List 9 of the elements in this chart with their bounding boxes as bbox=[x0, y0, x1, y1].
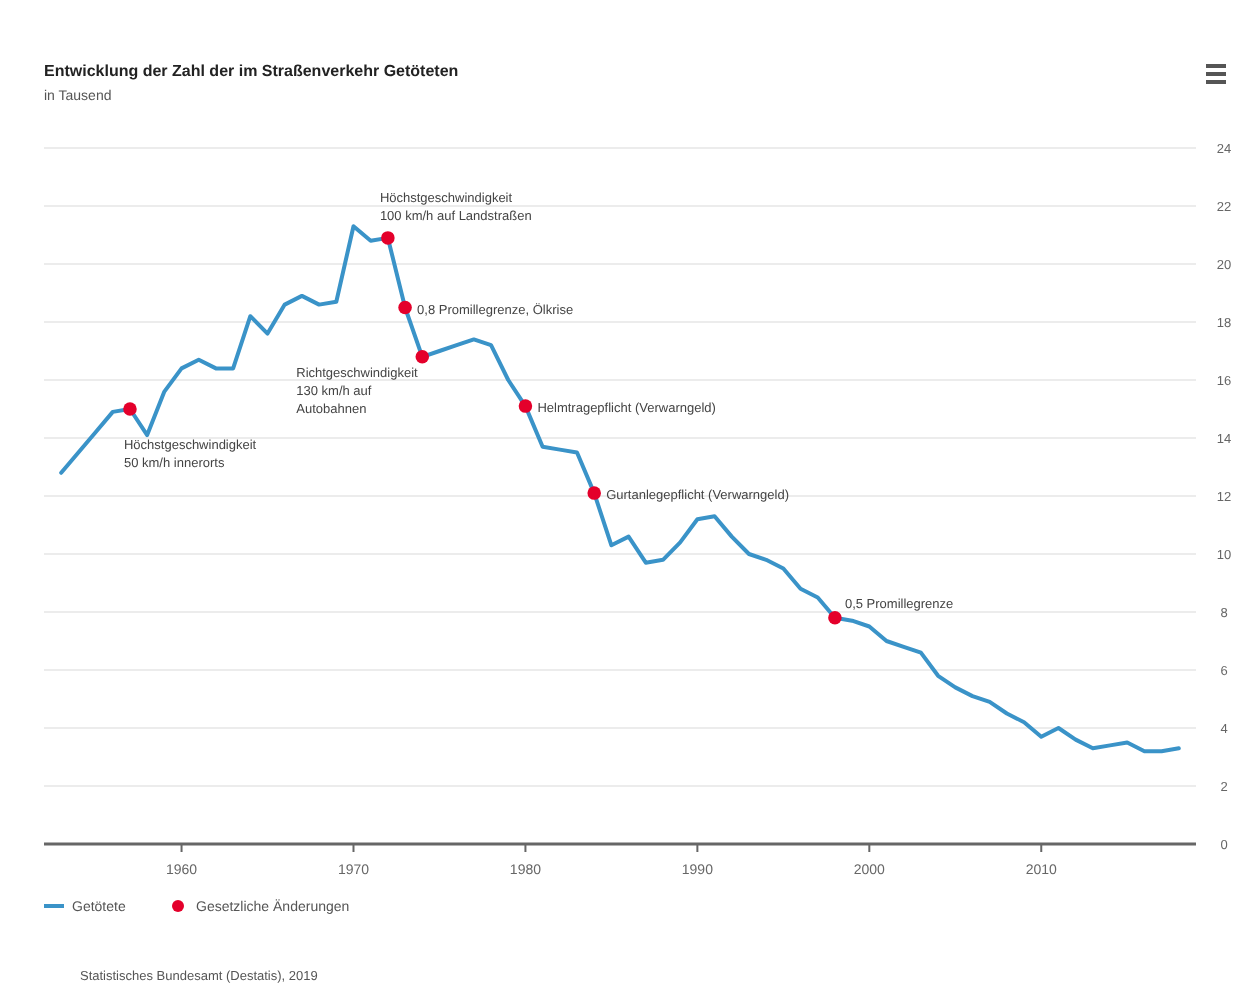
point bbox=[415, 350, 430, 364]
point bbox=[398, 300, 412, 315]
point bbox=[518, 399, 533, 413]
point bbox=[381, 231, 395, 245]
point bbox=[828, 611, 842, 625]
line-series bbox=[59, 224, 1181, 754]
point bbox=[123, 402, 137, 416]
point bbox=[587, 486, 601, 500]
chart-title: Entwicklung der Zahl der im Straßenverkehr Getöteten bbox=[44, 62, 459, 80]
